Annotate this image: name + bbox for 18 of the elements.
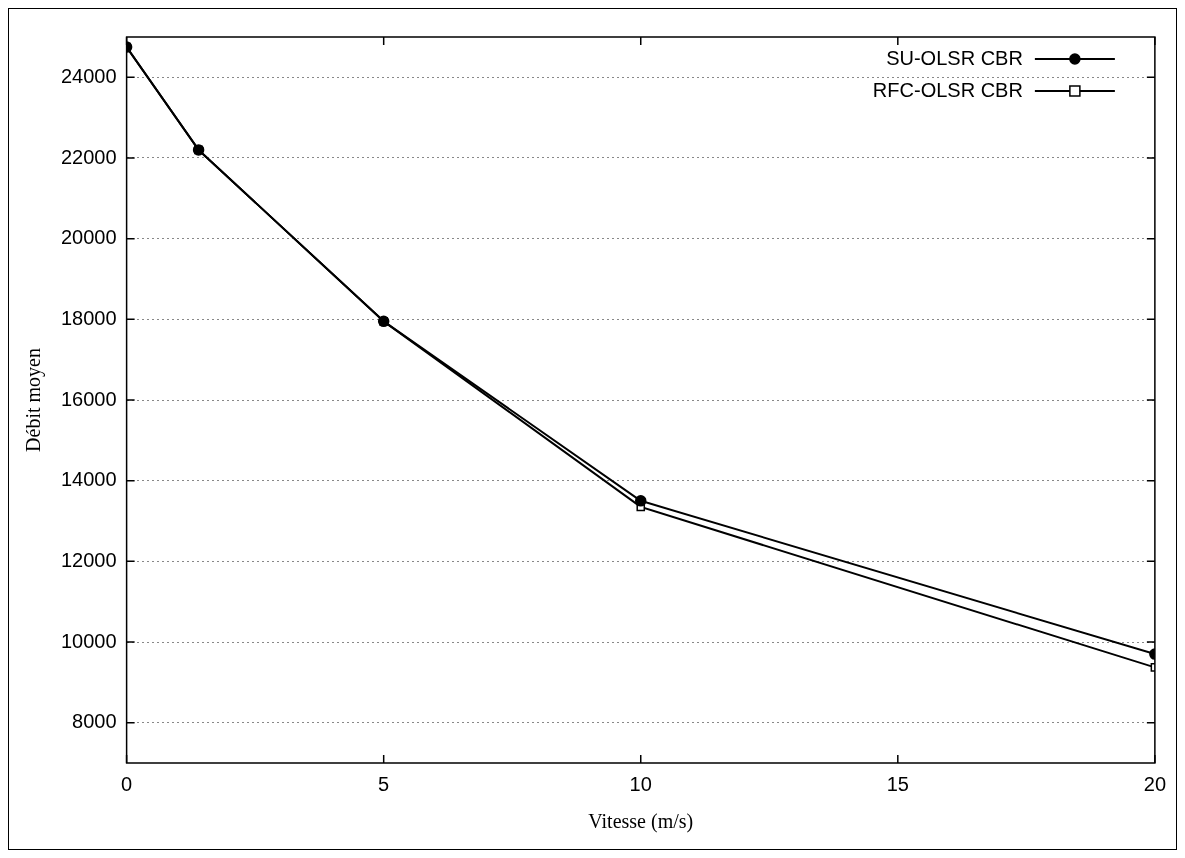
legend-label: RFC-OLSR CBR [872,78,1023,101]
y-tick-label: 22000 [60,145,117,168]
y-tick-label: 14000 [60,468,117,491]
x-tick-label: 20 [1143,772,1166,795]
y-tick-label: 20000 [60,226,117,249]
x-tick-label: 15 [886,772,909,795]
y-tick-label: 24000 [60,64,117,87]
y-tick-label: 16000 [60,387,117,410]
y-tick-label: 10000 [60,629,117,652]
x-axis-title: Vitesse (m/s) [588,810,694,834]
y-tick-label: 8000 [72,710,117,733]
y-axis-title: Débit moyen [22,348,46,452]
x-tick-label: 0 [121,772,133,795]
y-tick-label: 12000 [60,548,117,571]
legend-label: SU-OLSR CBR [886,46,1023,69]
x-tick-label: 5 [378,772,390,795]
y-tick-label: 18000 [60,306,117,329]
x-tick-label: 10 [629,772,652,795]
